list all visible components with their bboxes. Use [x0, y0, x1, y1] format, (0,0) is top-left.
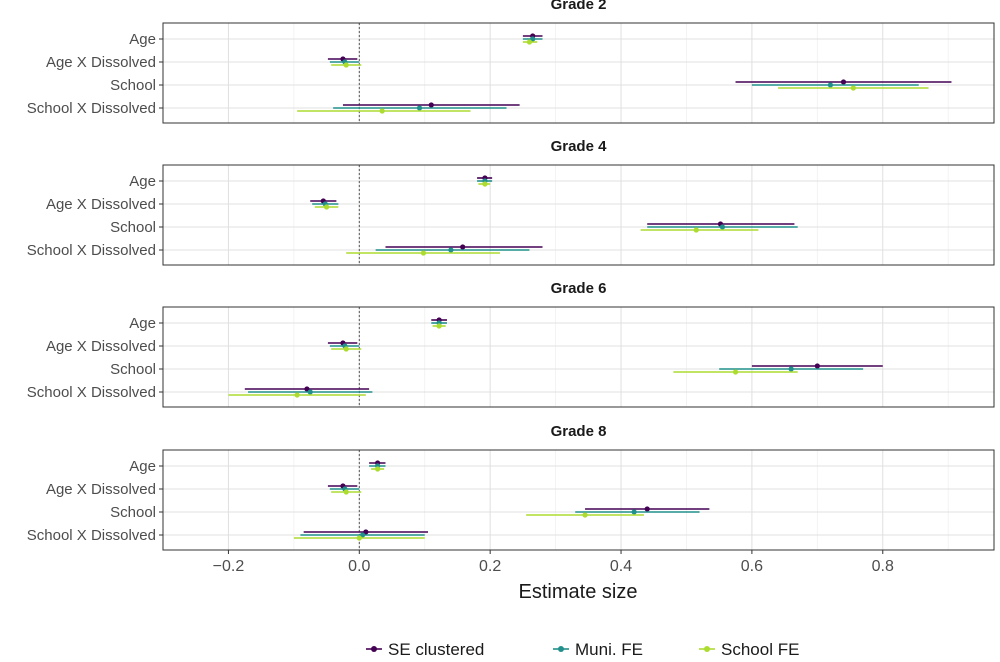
y-tick-label: School: [110, 504, 156, 521]
point-school-fe-age-x-dissolved: [343, 489, 349, 495]
point-school-fe-school-x-dissolved: [420, 250, 427, 256]
y-tick-label: School: [110, 77, 156, 94]
point-school-fe-school-x-dissolved: [356, 535, 362, 541]
point-se-clustered-school-x-dissolved: [304, 386, 310, 392]
point-muni-fe-school: [788, 366, 794, 372]
panel-border: [162, 22, 995, 124]
panel-border: [162, 306, 995, 408]
point-muni-fe-school: [631, 509, 637, 515]
x-axis-title: Estimate size: [519, 581, 638, 603]
point-muni-fe-school-x-dissolved: [307, 389, 313, 395]
y-tick-label: Age: [129, 315, 156, 332]
legend: SE clustered Muni. FE School FE: [366, 640, 799, 659]
x-axis: Estimate size −0.2 0.0 0.2 0.4 0.6 0.8: [213, 550, 894, 603]
point-muni-fe-school-x-dissolved: [359, 532, 366, 538]
panel-title: Grade 6: [551, 280, 607, 297]
y-tick-label: Age: [129, 458, 156, 475]
y-tick-label: Age: [129, 31, 156, 48]
panel-background: [163, 23, 994, 123]
point-school-fe-age-x-dissolved: [343, 346, 349, 352]
panel-grade-8: Grade 8 Age Age X Dissolved School School X …: [27, 423, 995, 551]
point-muni-fe-school: [827, 82, 834, 88]
y-tick-label: School X Dissolved: [27, 384, 156, 401]
point-muni-fe-school-x-dissolved: [448, 247, 454, 253]
point-school-fe-age-x-dissolved: [323, 204, 330, 210]
point-school-fe-school: [582, 512, 588, 518]
legend-key-point: [558, 646, 564, 652]
y-tick-label: School X Dissolved: [27, 242, 156, 259]
y-tick-label: Age: [129, 173, 156, 190]
panel-title: Grade 4: [551, 138, 608, 155]
point-school-fe-school: [693, 227, 699, 233]
point-se-clustered-school-x-dissolved: [428, 102, 434, 108]
y-tick-label: School X Dissolved: [27, 100, 156, 117]
legend-item-school-fe: School FE: [699, 640, 799, 659]
x-tick-label: 0.2: [479, 558, 501, 575]
y-tick-label: School X Dissolved: [27, 527, 156, 544]
legend-key-point: [371, 646, 377, 652]
point-school-fe-school: [850, 85, 856, 91]
point-school-fe-school-x-dissolved: [379, 108, 385, 114]
legend-label: SE clustered: [388, 640, 484, 659]
x-tick-label: −0.2: [213, 558, 245, 575]
panel-background: [163, 450, 994, 550]
x-tick-label: 0.4: [610, 558, 632, 575]
y-tick-label: Age X Dissolved: [46, 338, 156, 355]
point-school-fe-school: [732, 369, 739, 375]
point-muni-fe-age: [530, 36, 536, 42]
legend-label: Muni. FE: [575, 640, 643, 659]
legend-label: School FE: [721, 640, 799, 659]
panel-title: Grade 2: [551, 0, 607, 13]
panels-layer: Grade 2 Age Age X Dissolved School School X …: [27, 0, 995, 551]
panel-grade-6: Grade 6 Age Age X Dissolved School School X …: [27, 280, 995, 408]
point-school-fe-age-x-dissolved: [343, 62, 349, 68]
panel-border: [162, 449, 995, 551]
point-se-clustered-school-x-dissolved: [363, 529, 369, 535]
point-muni-fe-school-x-dissolved: [416, 105, 423, 111]
point-se-clustered-school: [814, 363, 820, 369]
x-tick-label: 0.8: [872, 558, 894, 575]
legend-item-se-clustered: SE clustered: [366, 640, 484, 659]
panel-background: [163, 165, 994, 265]
point-school-fe-age: [482, 181, 488, 187]
panel-border: [162, 164, 995, 266]
y-tick-label: Age X Dissolved: [46, 481, 156, 498]
point-school-fe-age: [375, 466, 381, 472]
legend-key-point: [704, 646, 710, 652]
y-tick-label: Age X Dissolved: [46, 54, 156, 71]
y-tick-label: Age X Dissolved: [46, 196, 156, 213]
point-se-clustered-school: [644, 506, 650, 512]
legend-item-muni-fe: Muni. FE: [553, 640, 643, 659]
point-school-fe-school-x-dissolved: [294, 392, 300, 398]
point-muni-fe-school: [719, 224, 726, 230]
panel-grade-2: Grade 2 Age Age X Dissolved School School X …: [27, 0, 995, 124]
panel-title: Grade 8: [551, 423, 607, 440]
point-school-fe-age: [526, 39, 533, 45]
y-tick-label: School: [110, 219, 156, 236]
panel-grade-4: Grade 4 Age Age X Dissolved School School X …: [27, 138, 995, 266]
point-se-clustered-school: [840, 79, 847, 85]
point-se-clustered-school-x-dissolved: [460, 244, 466, 250]
point-school-fe-age: [436, 323, 442, 329]
x-tick-label: 0.6: [741, 558, 763, 575]
x-tick-label: 0.0: [348, 558, 370, 575]
panel-background: [163, 307, 994, 407]
y-tick-label: School: [110, 361, 156, 378]
